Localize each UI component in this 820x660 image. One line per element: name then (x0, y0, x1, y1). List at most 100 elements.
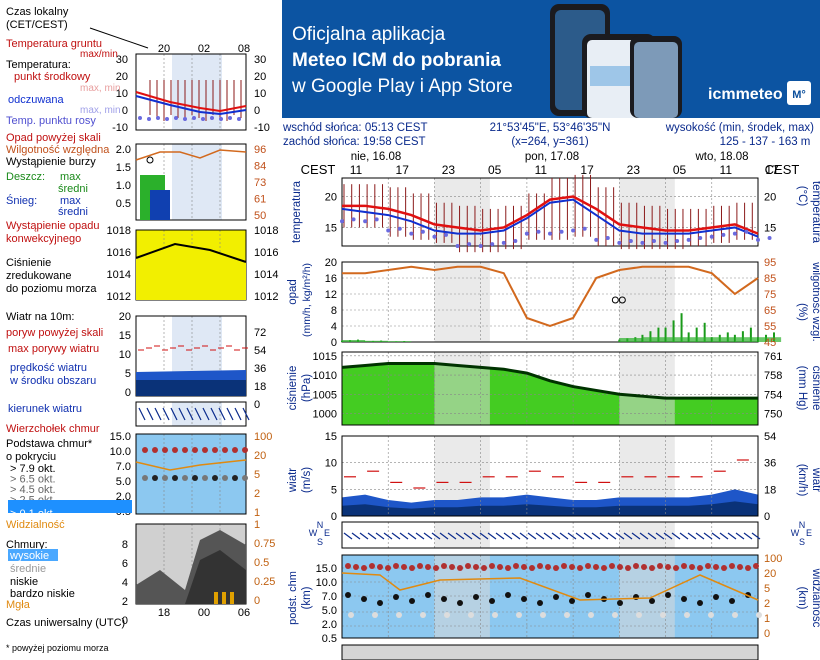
dir-frame (341, 521, 759, 549)
dewpoint-dot (432, 234, 437, 239)
compass-s-left: S (317, 537, 323, 547)
legend-cloud-layers-tick-left: 2 (122, 596, 128, 608)
humidity-tick-right: 55 (764, 321, 776, 333)
cloud-top-dot (489, 563, 495, 569)
visibility-ylabel-right: widzialność (810, 568, 820, 628)
storm-marker-icon (611, 296, 619, 304)
wind-arrow-icon (343, 532, 353, 540)
legend-wind-tick-left: 0 (125, 387, 131, 399)
cloud-base-dot (345, 592, 351, 598)
legend-temp-tick-right: 20 (254, 71, 266, 83)
legend-okt-1: > 6.5 okt. (10, 474, 56, 486)
precip-tick-left: 12 (325, 289, 337, 301)
cloud-top-dot (409, 565, 415, 571)
legend-humidity-line (135, 149, 247, 161)
wind-tick-right: 36 (764, 458, 776, 470)
pressure-tick-right: 750 (764, 408, 782, 420)
cloud-base-dot (521, 596, 527, 602)
cloud-base-dot-light (444, 612, 450, 618)
wind-arrow-icon (367, 532, 377, 540)
legend-temp-tick-left: 20 (116, 71, 128, 83)
wind-arrow-icon (671, 532, 681, 540)
legend-fog-tick-right: 0 (254, 595, 260, 607)
wind-arrow-icon (655, 532, 665, 540)
legend-pressure-tick-right: 1016 (254, 247, 278, 259)
wind-ylabel-left: wiatr (287, 468, 299, 493)
legend-wind-tick-right: 18 (254, 381, 266, 393)
wind-arrow-icon (583, 532, 593, 540)
cloud-top-dot (553, 565, 559, 571)
legend-precip-tick: 0.5 (116, 198, 131, 210)
wind-arrow-icon (567, 532, 577, 540)
cloud-top-dot (505, 565, 511, 571)
cloud-base-dot (441, 596, 447, 602)
legend-dewpoint-dot (210, 116, 214, 120)
hour-label: 11 (720, 163, 733, 177)
cloud-top-dot (713, 564, 719, 570)
legend-visibility-tick-right: 2 (254, 488, 260, 500)
cloud-top-dot (593, 564, 599, 570)
legend-fog-bar (214, 592, 218, 604)
cloud-tick-left: 0.5 (322, 633, 337, 645)
precip-tick-left: 8 (331, 305, 337, 317)
legend-wind-tick-right: 54 (254, 345, 266, 357)
dewpoint-dot (709, 234, 714, 239)
legend-cloud-bg (136, 434, 246, 514)
legend-pressure-tick-left: 1016 (107, 247, 131, 259)
precip-tick-left: 0 (331, 337, 337, 349)
precip-tick-left: 4 (331, 321, 337, 333)
wind-arrow-icon (415, 532, 425, 540)
wind-unit-right: (km/h) (796, 464, 808, 497)
legend-pressure-tick-left: 1012 (107, 291, 131, 303)
legend-humidity-tick: 96 (254, 144, 266, 156)
dewpoint-dot (732, 231, 737, 236)
rain-mean-bar (642, 337, 666, 342)
banner-line-2: Meteo ICM do pobrania (292, 50, 501, 71)
cloud-base-dot-light (588, 612, 594, 618)
wind-arrow-icon (351, 532, 361, 540)
cloud-top-dot (737, 564, 743, 570)
dewpoint-dot (409, 231, 414, 236)
legend-feels-line (135, 95, 247, 116)
legend-visibility-tick-right: 20 (254, 450, 266, 462)
wind-arrow-icon (615, 532, 625, 540)
dewpoint-dot (501, 240, 506, 245)
legend-cloud-tick-left: 15.0 (110, 431, 131, 443)
legend-convective-2: konwekcyjnego (6, 233, 81, 245)
legend-dewpoint-dot (192, 116, 196, 120)
cloud-top-dot (369, 563, 375, 569)
legend-temp-tick-right: 0 (254, 105, 260, 117)
wind-tick-right: 18 (764, 484, 776, 496)
cloud-base-dot-light (660, 612, 666, 618)
dewpoint-dot (582, 226, 587, 231)
wind-arrow-icon (687, 532, 697, 540)
wind-arrow-icon (695, 532, 705, 540)
legend-cloud-layers-tick-left: 8 (122, 539, 128, 551)
legend-fog-tick-right: 1 (254, 519, 260, 531)
legend-visibility-tick-right: 5 (254, 469, 260, 481)
hour-label: 17 (396, 163, 410, 177)
feels-like-line (341, 198, 759, 238)
legend-cloud-base-dot (212, 475, 218, 481)
precip-tick-left: 16 (325, 273, 337, 285)
cloud-top-dot (433, 565, 439, 571)
compass-e-left: E (324, 528, 330, 538)
cloud-top-dot (681, 563, 687, 569)
cloud-top-dot (345, 563, 351, 569)
temp-night-1 (619, 178, 675, 246)
wind-arrow-icon (447, 532, 457, 540)
dewpoint-dot (617, 240, 622, 245)
wind-tick-left: 15 (325, 431, 337, 443)
legend-cloud-base-dot (152, 475, 158, 481)
hour-label: 17 (765, 163, 779, 177)
cloud-top-dot (697, 565, 703, 571)
compass-s-right: S (799, 537, 805, 547)
wind-arrow-icon (623, 532, 633, 540)
legend-cloud-top-dot (202, 447, 208, 453)
dewpoint-dot (675, 239, 680, 244)
legend-temp-tick-left: 0 (122, 105, 128, 117)
legend-cloud-top-dot (192, 447, 198, 453)
cloud-top-dot (625, 565, 631, 571)
wind-arrow-icon (607, 532, 617, 540)
legend-cloud-layers-tick-left: 0 (122, 615, 128, 627)
